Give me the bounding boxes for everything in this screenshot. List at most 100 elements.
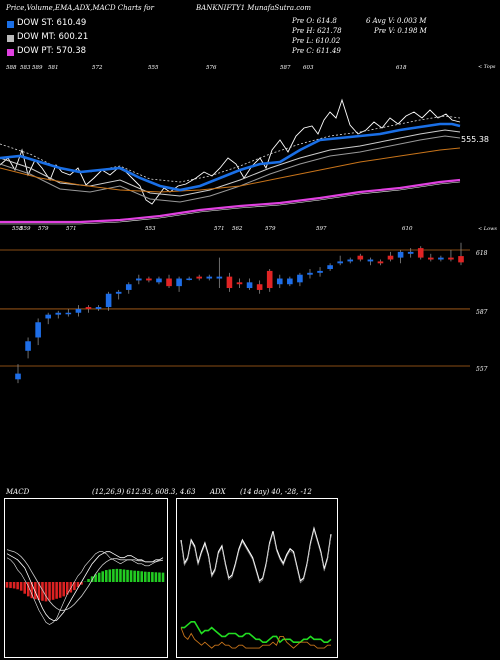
macd-panel xyxy=(4,498,168,658)
macd-label: MACD xyxy=(6,488,30,496)
candle-body xyxy=(317,270,323,273)
low-number: 553 xyxy=(145,226,156,232)
top-number: 572 xyxy=(92,65,103,71)
candle-body xyxy=(266,270,273,289)
candle-body xyxy=(236,282,243,285)
candle-body xyxy=(347,259,354,262)
adx-shadow-line xyxy=(180,529,332,584)
macd-histogram-bar xyxy=(151,572,154,582)
candle-body xyxy=(186,278,192,281)
low-number: 579 xyxy=(265,226,276,232)
candle-body xyxy=(367,259,374,262)
macd-histogram-bar xyxy=(69,582,73,593)
minus-di-line xyxy=(180,627,331,649)
price-line xyxy=(0,98,461,205)
legend-swatch-mt xyxy=(7,35,14,42)
prev-high: Pre H: 621.78 xyxy=(292,27,342,35)
candle-body xyxy=(136,278,142,281)
lows-label: < Lows xyxy=(478,226,497,232)
macd-histogram-bar xyxy=(122,569,126,582)
macd-histogram-bar xyxy=(30,582,34,599)
macd-histogram-bar xyxy=(26,582,30,597)
macd-histogram-bar xyxy=(129,570,133,582)
legend-mt: DOW MT: 600.21 xyxy=(17,32,89,42)
macd-histogram-bar xyxy=(37,582,41,600)
candle-body xyxy=(226,276,233,289)
macd-histogram-bar xyxy=(80,582,83,585)
candle-body xyxy=(407,251,414,254)
top-number: 588 xyxy=(6,65,17,71)
macd-histogram-bar xyxy=(51,582,55,600)
macd-histogram-bar xyxy=(133,570,136,582)
macd-histogram-bar xyxy=(94,574,97,582)
candle-body xyxy=(75,308,82,313)
prev-close: Pre C: 611.49 xyxy=(292,47,341,55)
macd-histogram-bar xyxy=(5,582,9,588)
candle-body xyxy=(25,341,31,351)
prev-volume: Pre V: 0.198 M xyxy=(374,27,427,35)
legend-pt: DOW PT: 570.38 xyxy=(17,46,87,56)
macd-histogram-bar xyxy=(104,570,108,582)
macd-histogram-bar xyxy=(41,582,44,601)
prev-low: Pre L: 610.02 xyxy=(292,37,341,45)
candle-body xyxy=(256,284,263,290)
candle-body xyxy=(337,261,343,264)
candle-body xyxy=(45,314,52,319)
candle-body xyxy=(357,255,364,260)
macd-histogram-bar xyxy=(161,572,165,582)
candle-body xyxy=(297,274,303,283)
candle-body xyxy=(146,278,152,281)
legend-st: DOW ST: 610.49 xyxy=(17,18,87,28)
macd-histogram-bar xyxy=(62,582,66,597)
legend-swatch-pt xyxy=(7,49,14,56)
dow-st-line xyxy=(0,122,461,192)
macd-extra-line xyxy=(6,551,164,625)
macd-histogram-bar xyxy=(154,572,158,582)
ema-slow-line xyxy=(0,147,461,193)
candle-body xyxy=(35,322,41,338)
header-site-text: MunafaSutra.com xyxy=(247,4,312,12)
tops-label: < Tops xyxy=(478,64,496,70)
top-number: 603 xyxy=(303,65,314,71)
macd-histogram-bar xyxy=(112,569,115,582)
level-label: 618 xyxy=(476,250,488,257)
candle-body xyxy=(458,256,464,263)
macd-histogram-bar xyxy=(108,569,112,582)
ema-dotted-line xyxy=(0,115,461,183)
top-number: 583 xyxy=(20,65,31,71)
macd-histogram-bar xyxy=(55,582,58,599)
candle-body xyxy=(15,373,21,380)
candle-body xyxy=(55,312,62,315)
dow-pt-line xyxy=(0,178,461,224)
macd-signal-line xyxy=(6,549,164,611)
low-number: 571 xyxy=(214,226,225,232)
candle-body xyxy=(206,276,213,279)
header-left-text: Price,Volume,EMA,ADX,MACD Charts for xyxy=(6,4,154,12)
macd-histogram-bar xyxy=(44,582,48,602)
macd-histogram-bar xyxy=(16,582,19,590)
candle-body xyxy=(85,307,92,309)
adx-chart xyxy=(180,526,332,649)
candle-body xyxy=(246,282,253,289)
macd-histogram-bar xyxy=(34,582,37,600)
candle-body xyxy=(115,291,122,294)
candle-body xyxy=(417,248,424,258)
macd-histogram-bar xyxy=(101,571,105,582)
low-number: 558 xyxy=(12,226,23,232)
top-number: 555 xyxy=(148,65,159,71)
adx-params: (14 day) 40, -28, -12 xyxy=(240,488,312,496)
low-number: 610 xyxy=(402,226,413,232)
avg-volume: 6 Avg V: 0.003 M xyxy=(366,17,427,25)
candle-body xyxy=(276,278,283,285)
candle-body xyxy=(166,278,172,287)
top-number: 618 xyxy=(396,65,407,71)
adx-label: ADX xyxy=(210,488,226,496)
low-number: 579 xyxy=(38,226,49,232)
low-number: 597 xyxy=(316,226,327,232)
macd-histogram-bar xyxy=(119,569,122,582)
candle-body xyxy=(438,257,444,260)
macd-histogram-bar xyxy=(73,582,76,591)
macd-histogram-bar xyxy=(136,570,140,582)
candle-body xyxy=(105,293,112,308)
candle-body xyxy=(387,255,394,260)
